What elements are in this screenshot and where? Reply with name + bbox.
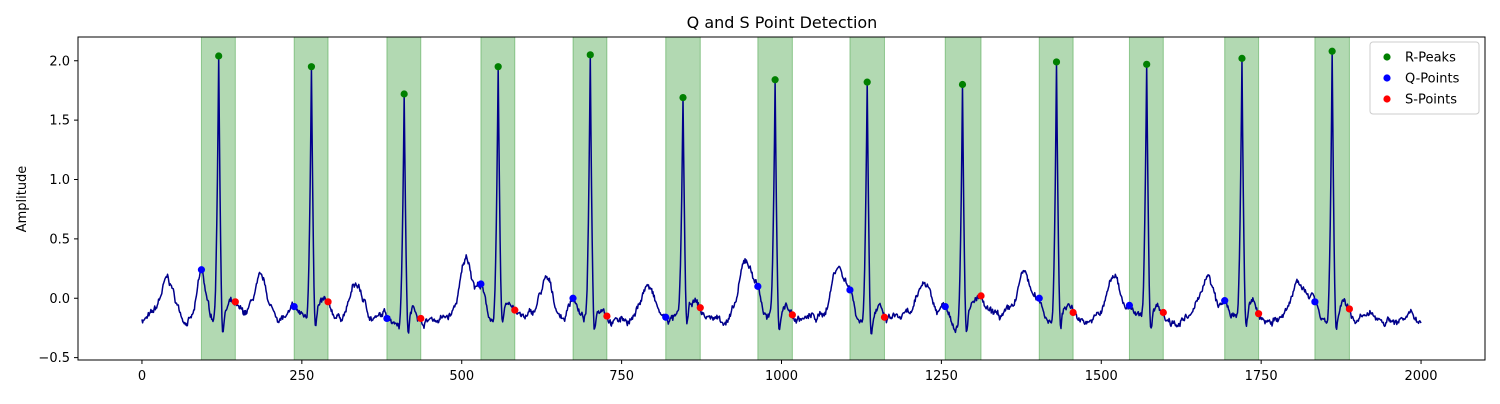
r-peak bbox=[679, 93, 687, 102]
x-tick-label: 750 bbox=[609, 369, 634, 384]
q-point bbox=[1125, 301, 1134, 309]
y-tick-label: 1.0 bbox=[49, 173, 70, 188]
x-tick-label: 1500 bbox=[1085, 369, 1118, 384]
r-peak bbox=[215, 52, 223, 60]
detected-points bbox=[197, 47, 1354, 323]
x-tick-label: 0 bbox=[138, 369, 146, 384]
y-tick-label: 0.5 bbox=[49, 232, 70, 247]
legend-marker bbox=[1383, 95, 1391, 103]
r-peak bbox=[1143, 60, 1151, 68]
y-tick-label: 0.0 bbox=[49, 292, 70, 307]
q-point bbox=[1035, 294, 1043, 302]
y-tick-label: 2.0 bbox=[49, 54, 70, 69]
x-tick-label: 250 bbox=[289, 369, 314, 384]
axes: 0 250 500 750 1000 1250 1500 1750 2000 −0.5 0.0 0.5… bbox=[38, 36, 1486, 384]
legend-box bbox=[1369, 41, 1480, 115]
legend-marker bbox=[1383, 53, 1391, 61]
ecg-signal bbox=[141, 50, 1422, 335]
s-point bbox=[324, 298, 332, 306]
x-tick-label: 1250 bbox=[925, 369, 958, 384]
r-peak bbox=[771, 76, 779, 84]
q-point bbox=[197, 266, 206, 274]
r-peak bbox=[863, 78, 871, 86]
legend: R-Peaks Q-Points S-Points bbox=[1369, 41, 1480, 115]
s-point bbox=[511, 306, 519, 314]
r-peak bbox=[1238, 54, 1246, 62]
x-tick-label: 2000 bbox=[1404, 369, 1437, 384]
legend-marker bbox=[1383, 74, 1391, 82]
q-point bbox=[569, 294, 577, 302]
s-point bbox=[1255, 310, 1263, 318]
y-tick-label: 1.5 bbox=[49, 114, 70, 129]
y-axis-label: Amplitude bbox=[15, 166, 30, 233]
q-point bbox=[941, 302, 949, 311]
s-point bbox=[417, 314, 425, 323]
q-point bbox=[383, 314, 391, 323]
x-tick-label: 1000 bbox=[765, 369, 798, 384]
r-peak bbox=[586, 51, 594, 59]
s-point bbox=[1069, 308, 1077, 317]
s-point bbox=[788, 311, 796, 319]
s-point bbox=[231, 298, 239, 306]
q-point bbox=[477, 280, 485, 288]
legend-label: Q-Points bbox=[1405, 72, 1460, 87]
legend-label: R-Peaks bbox=[1405, 51, 1456, 66]
q-point bbox=[662, 313, 670, 321]
s-point bbox=[880, 313, 889, 321]
qs-window bbox=[665, 36, 701, 361]
r-peak bbox=[400, 90, 408, 98]
s-point bbox=[1345, 305, 1354, 313]
r-peak bbox=[1052, 58, 1061, 66]
r-peak bbox=[494, 63, 502, 71]
s-point bbox=[1159, 308, 1167, 317]
r-peak bbox=[307, 63, 316, 71]
y-tick-label: −0.5 bbox=[38, 351, 70, 366]
s-point bbox=[977, 292, 985, 300]
q-point bbox=[1311, 298, 1319, 306]
x-tick-label: 1750 bbox=[1245, 369, 1278, 384]
r-peak bbox=[958, 80, 967, 89]
r-peak bbox=[1328, 47, 1336, 55]
x-tick-label: 500 bbox=[449, 369, 474, 384]
s-point bbox=[696, 304, 704, 312]
q-point bbox=[1221, 297, 1229, 305]
legend-label: S-Points bbox=[1405, 93, 1457, 108]
ecg-line bbox=[141, 50, 1422, 335]
q-point bbox=[846, 286, 854, 294]
s-point bbox=[603, 312, 611, 320]
q-point bbox=[290, 302, 298, 311]
q-point bbox=[754, 282, 762, 290]
chart-title: Q and S Point Detection bbox=[687, 13, 878, 32]
